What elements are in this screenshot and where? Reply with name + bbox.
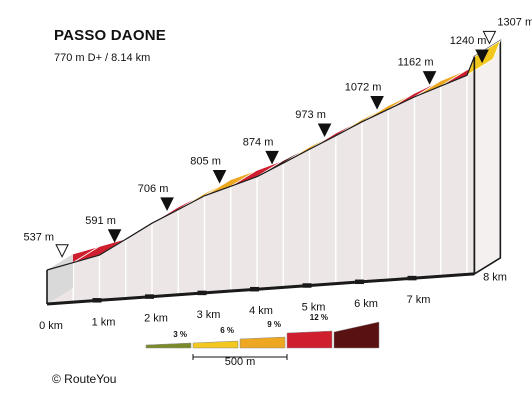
elevation-label: 591 m — [85, 215, 116, 227]
elevation-label: 706 m — [138, 183, 169, 195]
km-marker-icon — [475, 49, 489, 64]
km-marker-icon — [317, 123, 332, 138]
routeyou-credit: © RouteYou — [52, 372, 117, 386]
legend-swatch — [286, 330, 333, 349]
km-ticks — [92, 275, 417, 303]
legend-label: 6 % — [220, 326, 234, 335]
profile-side-wall — [47, 56, 475, 305]
legend-swatch — [239, 336, 286, 349]
km-marker-icon — [422, 71, 437, 85]
x-tick-label: 1 km — [92, 316, 116, 328]
profile-base-edge — [46, 272, 475, 306]
x-tick-label: 4 km — [249, 305, 273, 317]
km-marker-icon — [160, 197, 174, 212]
km-marker-icon — [370, 96, 384, 110]
elevation-label: 1072 m — [345, 82, 382, 94]
legend-label: 12 % — [310, 313, 328, 322]
scale-bar-label: 500 m — [225, 356, 256, 368]
elevation-label: 973 m — [295, 109, 326, 121]
legend-swatch — [145, 342, 192, 349]
km-marker-icon — [265, 150, 279, 165]
profile-end-cap — [473, 39, 502, 276]
chart-title: PASSO DAONE — [54, 27, 166, 44]
profile-start-cap — [47, 254, 73, 304]
x-tick-label: 2 km — [144, 313, 168, 325]
legend-label: 9 % — [267, 320, 281, 329]
x-tick-label: 3 km — [197, 309, 221, 321]
km-marker-icon — [212, 169, 227, 184]
x-tick-label: 6 km — [354, 298, 378, 310]
elevation-label: 874 m — [243, 136, 274, 148]
endpoint-marker-icon — [55, 244, 69, 258]
legend-label: 3 % — [173, 330, 187, 339]
endpoint-marker-icon — [482, 30, 497, 45]
elevation-label: 1162 m — [398, 57, 434, 69]
legend-swatch — [192, 340, 239, 349]
x-tick-label: 8 km — [483, 271, 507, 283]
elevation-label: 537 m — [24, 232, 55, 244]
profile-front-edge — [46, 56, 475, 271]
wall-lines — [72, 75, 468, 303]
gradient-legend: 3 % 6 % 9 % 12 % 500 m — [145, 313, 380, 368]
legend-swatch — [333, 321, 380, 349]
x-tick-labels: 0 km 1 km 2 km 3 km 4 km 5 km 6 km 7 km 8 km — [39, 271, 507, 332]
elevation-markers: 537 m 591 m 706 m 805 m 874 m 973 m 1072 m 1162… — [24, 16, 532, 258]
elevation-label: 1307 m — [497, 16, 532, 28]
km-marker-icon — [107, 229, 122, 243]
x-tick-label: 0 km — [39, 320, 63, 332]
elevation-label: 805 m — [190, 155, 221, 167]
x-tick-label: 5 km — [302, 302, 326, 314]
x-tick-label: 7 km — [407, 294, 431, 306]
elevation-label: 1240 m — [450, 35, 487, 47]
chart-subtitle: 770 m D+ / 8.14 km — [54, 52, 151, 64]
